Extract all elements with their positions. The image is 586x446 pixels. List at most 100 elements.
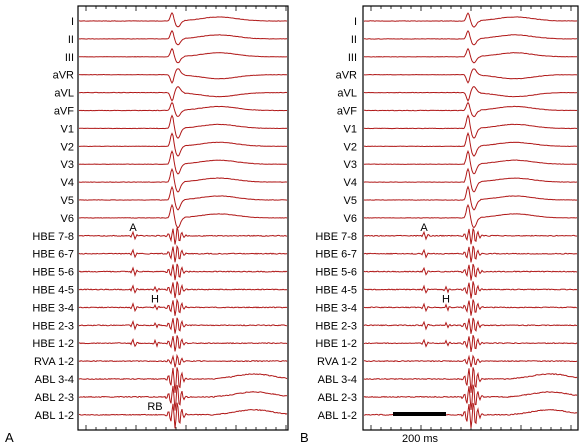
lead-trace [363, 12, 578, 28]
lead-trace [78, 203, 288, 229]
lead-trace [363, 29, 578, 46]
lead-label: HBE 7-8 [32, 231, 74, 243]
lead-label: III [65, 52, 74, 64]
panel-letter: A [5, 430, 14, 445]
annotation-label: A [420, 222, 428, 234]
lead-label: V3 [61, 159, 74, 171]
panel-letter: B [300, 430, 309, 445]
lead-label: RVA 1-2 [317, 356, 357, 368]
lead-label: V3 [344, 159, 357, 171]
lead-trace [78, 384, 288, 411]
lead-trace [363, 367, 578, 393]
lead-label: HBE 2-3 [315, 320, 357, 332]
lead-label: HBE 3-4 [32, 302, 74, 314]
lead-label: ABL 3-4 [35, 374, 74, 386]
lead-label: I [71, 16, 74, 28]
annotation-label: RB [147, 401, 162, 413]
lead-label: V5 [344, 195, 357, 207]
lead-label: aVF [337, 106, 357, 118]
lead-trace [364, 101, 578, 118]
lead-label: V1 [61, 123, 74, 135]
lead-label: V5 [61, 195, 74, 207]
annotation-label: A [129, 222, 137, 234]
lead-trace [78, 47, 288, 64]
lead-label: HBE 4-5 [315, 285, 357, 297]
lead-trace [78, 101, 287, 118]
panel-frame [362, 5, 579, 431]
lead-trace [363, 185, 578, 211]
lead-trace [78, 167, 288, 193]
lead-trace [78, 353, 288, 368]
lead-label: ABL 2-3 [35, 392, 74, 404]
lead-label: HBE 6-7 [32, 249, 74, 261]
lead-label: RVA 1-2 [34, 356, 74, 368]
lead-label: aVR [53, 70, 74, 82]
lead-trace [363, 263, 578, 281]
lead-label: II [351, 34, 357, 46]
lead-trace [364, 354, 578, 368]
lead-trace [363, 203, 578, 229]
lead-label: HBE 5-6 [315, 267, 357, 279]
lead-label: V6 [61, 213, 74, 225]
lead-label: ABL 1-2 [318, 410, 357, 422]
scale-bar [393, 412, 446, 416]
lead-trace [363, 68, 578, 84]
lead-label: V4 [344, 177, 357, 189]
lead-trace [363, 299, 578, 316]
lead-trace [78, 114, 288, 139]
lead-label: HBE 7-8 [315, 231, 357, 243]
lead-label: HBE 1-2 [315, 338, 357, 350]
lead-trace [78, 367, 288, 393]
lead-label: HBE 4-5 [32, 285, 74, 297]
annotation-label: H [151, 294, 159, 306]
lead-trace [78, 263, 288, 281]
lead-trace [78, 29, 288, 46]
scale-bar-label: 200 ms [402, 433, 439, 445]
lead-trace [364, 228, 578, 245]
lead-label: aVF [54, 106, 74, 118]
lead-label: HBE 1-2 [32, 338, 74, 350]
lead-trace [78, 281, 288, 299]
lead-label: V2 [344, 141, 357, 153]
lead-label: V4 [61, 177, 74, 189]
lead-trace [79, 68, 288, 84]
lead-label: V1 [344, 123, 357, 135]
lead-label: III [348, 52, 357, 64]
lead-trace [363, 245, 578, 263]
lead-trace [78, 402, 288, 429]
lead-label: HBE 3-4 [315, 302, 357, 314]
lead-trace [78, 244, 288, 263]
lead-label: HBE 6-7 [315, 249, 357, 261]
lead-trace [363, 281, 578, 299]
lead-label: V2 [61, 141, 74, 153]
lead-trace [363, 131, 578, 157]
lead-trace [363, 149, 578, 175]
lead-label: HBE 5-6 [32, 267, 74, 279]
lead-trace [79, 11, 287, 28]
lead-trace [78, 185, 288, 211]
lead-trace [364, 47, 578, 64]
lead-trace [363, 335, 578, 352]
lead-trace [78, 335, 288, 352]
lead-trace [363, 317, 578, 334]
lead-trace [363, 114, 578, 139]
lead-label: V6 [344, 213, 357, 225]
lead-trace [78, 317, 288, 334]
lead-trace [363, 86, 578, 102]
lead-label: I [354, 16, 357, 28]
lead-label: aVL [54, 88, 74, 100]
lead-trace [363, 384, 578, 411]
lead-label: ABL 2-3 [318, 392, 357, 404]
lead-label: ABL 1-2 [35, 410, 74, 422]
lead-label: HBE 2-3 [32, 320, 74, 332]
lead-trace [78, 86, 288, 102]
lead-label: ABL 3-4 [318, 374, 357, 386]
lead-label: aVR [336, 70, 357, 82]
annotation-label: H [442, 294, 450, 306]
lead-trace [363, 167, 578, 193]
panel-frame [77, 5, 289, 431]
lead-trace [79, 132, 288, 157]
